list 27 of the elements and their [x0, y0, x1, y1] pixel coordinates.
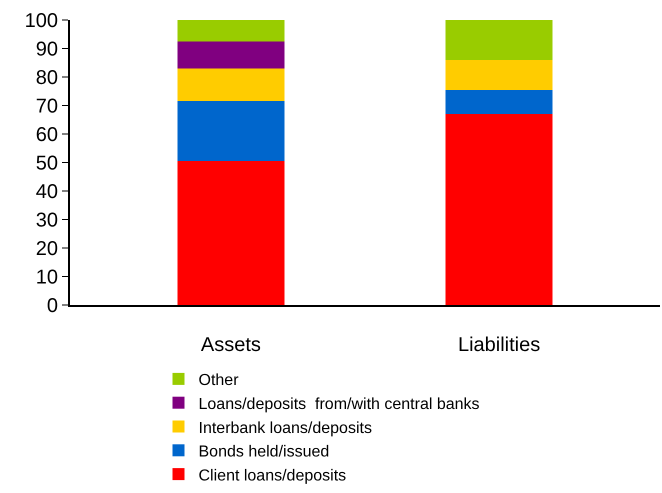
y-tick-label: 100 — [24, 10, 58, 32]
y-tick-label: 70 — [36, 96, 58, 118]
y-tick-label: 10 — [36, 266, 58, 288]
y-tick-label: 90 — [36, 38, 58, 60]
bar — [445, 20, 553, 60]
y-tick-label: 20 — [36, 238, 58, 260]
y-tick-label: 60 — [36, 124, 58, 146]
y-tick-label: 0 — [46, 295, 58, 317]
legend-label: Loans/deposits from/with central banks — [198, 396, 480, 413]
legend-label: Bonds held/issued — [198, 444, 330, 461]
bar — [177, 41, 285, 68]
x-tick-label: Assets — [200, 334, 261, 356]
bar — [177, 20, 285, 42]
bar — [177, 68, 285, 102]
y-tick-label: 30 — [36, 210, 58, 232]
legend-label: Other — [198, 372, 240, 390]
bar — [445, 90, 553, 114]
y-tick-label: 50 — [36, 152, 58, 174]
bar — [177, 101, 285, 162]
y-tick-label: 40 — [36, 181, 58, 203]
legend-label: Interbank loans/deposits — [198, 420, 372, 437]
legend-label: Client loans/deposits — [198, 467, 346, 484]
bar — [177, 161, 285, 305]
bar — [445, 60, 553, 90]
x-tick-label: Liabilities — [458, 334, 540, 356]
y-tick-label: 80 — [36, 67, 58, 89]
bar — [445, 114, 553, 305]
